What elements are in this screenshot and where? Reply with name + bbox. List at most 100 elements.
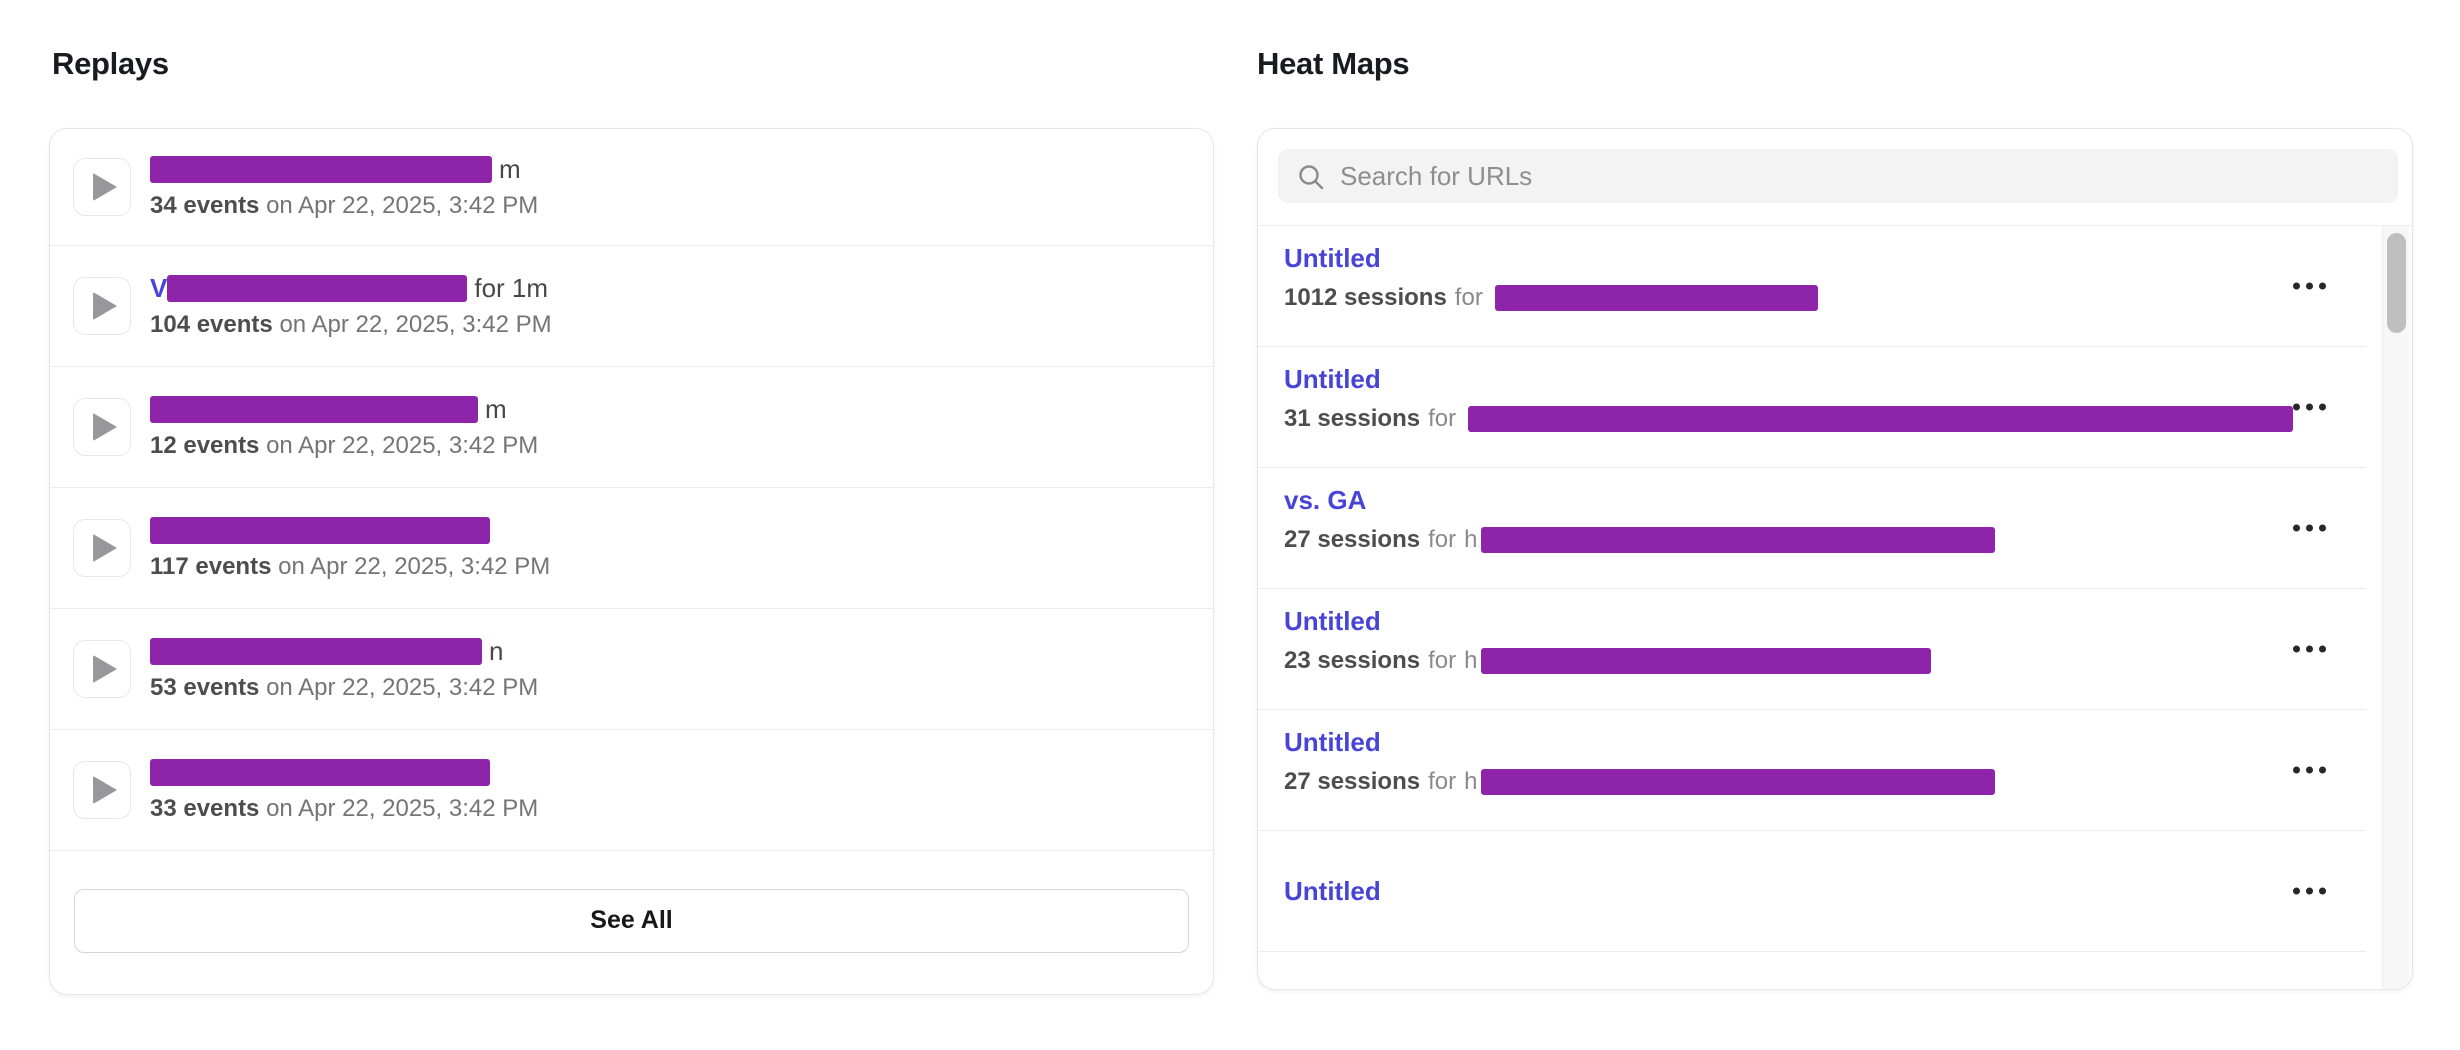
- ellipsis-icon: [2293, 403, 2300, 411]
- visitor-name-link[interactable]: V for 1m: [150, 273, 552, 304]
- heatmap-title-link[interactable]: Untitled: [1284, 364, 1381, 394]
- heatmap-list-item[interactable]: Untitled 23 sessions for h: [1258, 589, 2366, 710]
- more-options-button[interactable]: [2287, 515, 2332, 542]
- sessions-count: 27 sessions: [1284, 526, 1421, 553]
- redacted-visitor-name: [167, 275, 468, 302]
- visit-duration-text: for 1m: [474, 273, 549, 303]
- replays-panel: m 34 events on Apr 22, 2025, 3:42 PM V f…: [49, 128, 1214, 995]
- redacted-url: [1494, 285, 1818, 311]
- replay-date: on Apr 22, 2025, 3:42 PM: [266, 673, 539, 701]
- heatmaps-scrollbar-thumb[interactable]: [2387, 233, 2406, 333]
- visit-duration-text: m: [485, 394, 507, 424]
- play-icon: [93, 776, 117, 804]
- for-label: for: [1428, 405, 1457, 432]
- play-icon: [93, 413, 117, 441]
- heatmap-title-link[interactable]: Untitled: [1284, 727, 1381, 757]
- replays-footer: See All: [50, 851, 1213, 990]
- replays-section-title: Replays: [52, 46, 169, 81]
- redacted-visitor-name: [150, 156, 492, 183]
- heatmaps-scrollbar-track[interactable]: [2382, 226, 2409, 989]
- heatmap-list-item[interactable]: vs. GA 27 sessions for h: [1258, 468, 2366, 589]
- visitor-name-link[interactable]: [150, 758, 538, 788]
- visitor-name-link[interactable]: m: [150, 154, 538, 185]
- replay-list-item[interactable]: n 53 events on Apr 22, 2025, 3:42 PM: [50, 609, 1213, 730]
- play-icon: [93, 655, 117, 683]
- visitor-name-prefix: V: [150, 273, 168, 303]
- play-icon: [93, 292, 117, 320]
- play-button[interactable]: [73, 158, 131, 216]
- heatmap-list-item[interactable]: Untitled 27 sessions for h: [1258, 710, 2366, 831]
- heatmap-meta: 27 sessions for h: [1284, 768, 2366, 796]
- url-prefix-text: h: [1464, 647, 1478, 674]
- events-count: 33 events: [150, 794, 260, 822]
- play-icon: [93, 534, 117, 562]
- heatmap-title-link[interactable]: Untitled: [1284, 875, 1381, 906]
- heatmaps-panel: Untitled 1012 sessions for Untitled 31 s…: [1257, 128, 2413, 990]
- play-button[interactable]: [73, 398, 131, 456]
- replay-meta: 117 events on Apr 22, 2025, 3:42 PM: [150, 553, 550, 581]
- heatmaps-section-title: Heat Maps: [1257, 46, 1410, 81]
- replay-list-item[interactable]: 33 events on Apr 22, 2025, 3:42 PM: [50, 730, 1213, 851]
- heatmaps-search-section: [1258, 129, 2412, 226]
- replay-list-item[interactable]: m 34 events on Apr 22, 2025, 3:42 PM: [50, 129, 1213, 246]
- for-label: for: [1428, 647, 1457, 674]
- visit-duration-text: m: [499, 154, 521, 184]
- url-prefix-text: h: [1464, 526, 1478, 553]
- replay-meta: 12 events on Apr 22, 2025, 3:42 PM: [150, 432, 538, 460]
- visitor-name-link[interactable]: n: [150, 636, 538, 667]
- ellipsis-icon: [2293, 282, 2300, 290]
- redacted-visitor-name: [150, 759, 490, 786]
- url-prefix-text: h: [1464, 768, 1478, 795]
- heatmap-list-item-partial[interactable]: Untitled: [1258, 952, 2366, 988]
- visitor-name-link[interactable]: [150, 516, 550, 546]
- heatmap-list-item[interactable]: Untitled 1012 sessions for: [1258, 226, 2366, 347]
- sessions-count: 27 sessions: [1284, 768, 1421, 795]
- ellipsis-icon: [2293, 887, 2300, 895]
- search-input[interactable]: [1340, 149, 2380, 203]
- heatmap-list-item[interactable]: Untitled 31 sessions for: [1258, 347, 2366, 468]
- play-button[interactable]: [73, 640, 131, 698]
- heatmap-meta: 27 sessions for h: [1284, 526, 2366, 554]
- ellipsis-icon: [2293, 645, 2300, 653]
- replay-list-item[interactable]: 117 events on Apr 22, 2025, 3:42 PM: [50, 488, 1213, 609]
- for-label: for: [1428, 768, 1457, 795]
- replay-list-item[interactable]: m 12 events on Apr 22, 2025, 3:42 PM: [50, 367, 1213, 488]
- heatmap-title-link[interactable]: vs. GA: [1284, 485, 1367, 515]
- visitor-name-link[interactable]: m: [150, 394, 538, 425]
- events-count: 12 events: [150, 431, 260, 459]
- sessions-count: 1012 sessions: [1284, 284, 1447, 311]
- heatmap-title-link[interactable]: Untitled: [1284, 606, 1381, 636]
- url-search-box[interactable]: [1278, 149, 2398, 203]
- heatmaps-list: Untitled 1012 sessions for Untitled 31 s…: [1258, 226, 2412, 989]
- redacted-visitor-name: [150, 517, 490, 544]
- more-options-button[interactable]: [2287, 636, 2332, 663]
- for-label: for: [1428, 526, 1457, 553]
- replay-date: on Apr 22, 2025, 3:42 PM: [266, 431, 539, 459]
- play-button[interactable]: [73, 519, 131, 577]
- heatmap-list-item[interactable]: Untitled: [1258, 831, 2366, 952]
- heatmap-title-link[interactable]: Untitled: [1284, 983, 1381, 988]
- redacted-url: [1468, 406, 2294, 432]
- redacted-url: [1481, 527, 1996, 553]
- heatmap-meta: 23 sessions for h: [1284, 647, 2366, 675]
- heatmap-title-link[interactable]: Untitled: [1284, 243, 1381, 273]
- for-label: for: [1454, 284, 1483, 311]
- redacted-url: [1481, 769, 1996, 795]
- more-options-button[interactable]: [2287, 878, 2332, 905]
- redacted-visitor-name: [150, 396, 478, 423]
- see-all-button[interactable]: See All: [74, 888, 1189, 953]
- replay-date: on Apr 22, 2025, 3:42 PM: [279, 310, 552, 338]
- replay-meta: 104 events on Apr 22, 2025, 3:42 PM: [150, 311, 552, 339]
- more-options-button[interactable]: [2287, 757, 2332, 784]
- search-icon: [1299, 165, 1324, 190]
- more-options-button[interactable]: [2287, 273, 2332, 300]
- visit-duration-text: n: [489, 636, 504, 666]
- sessions-count: 31 sessions: [1284, 405, 1421, 432]
- replay-list-item[interactable]: V for 1m 104 events on Apr 22, 2025, 3:4…: [50, 246, 1213, 367]
- ellipsis-icon: [2293, 524, 2300, 532]
- redacted-visitor-name: [150, 638, 482, 665]
- events-count: 104 events: [150, 310, 273, 338]
- more-options-button[interactable]: [2287, 394, 2332, 421]
- play-button[interactable]: [73, 277, 131, 335]
- play-button[interactable]: [73, 761, 131, 819]
